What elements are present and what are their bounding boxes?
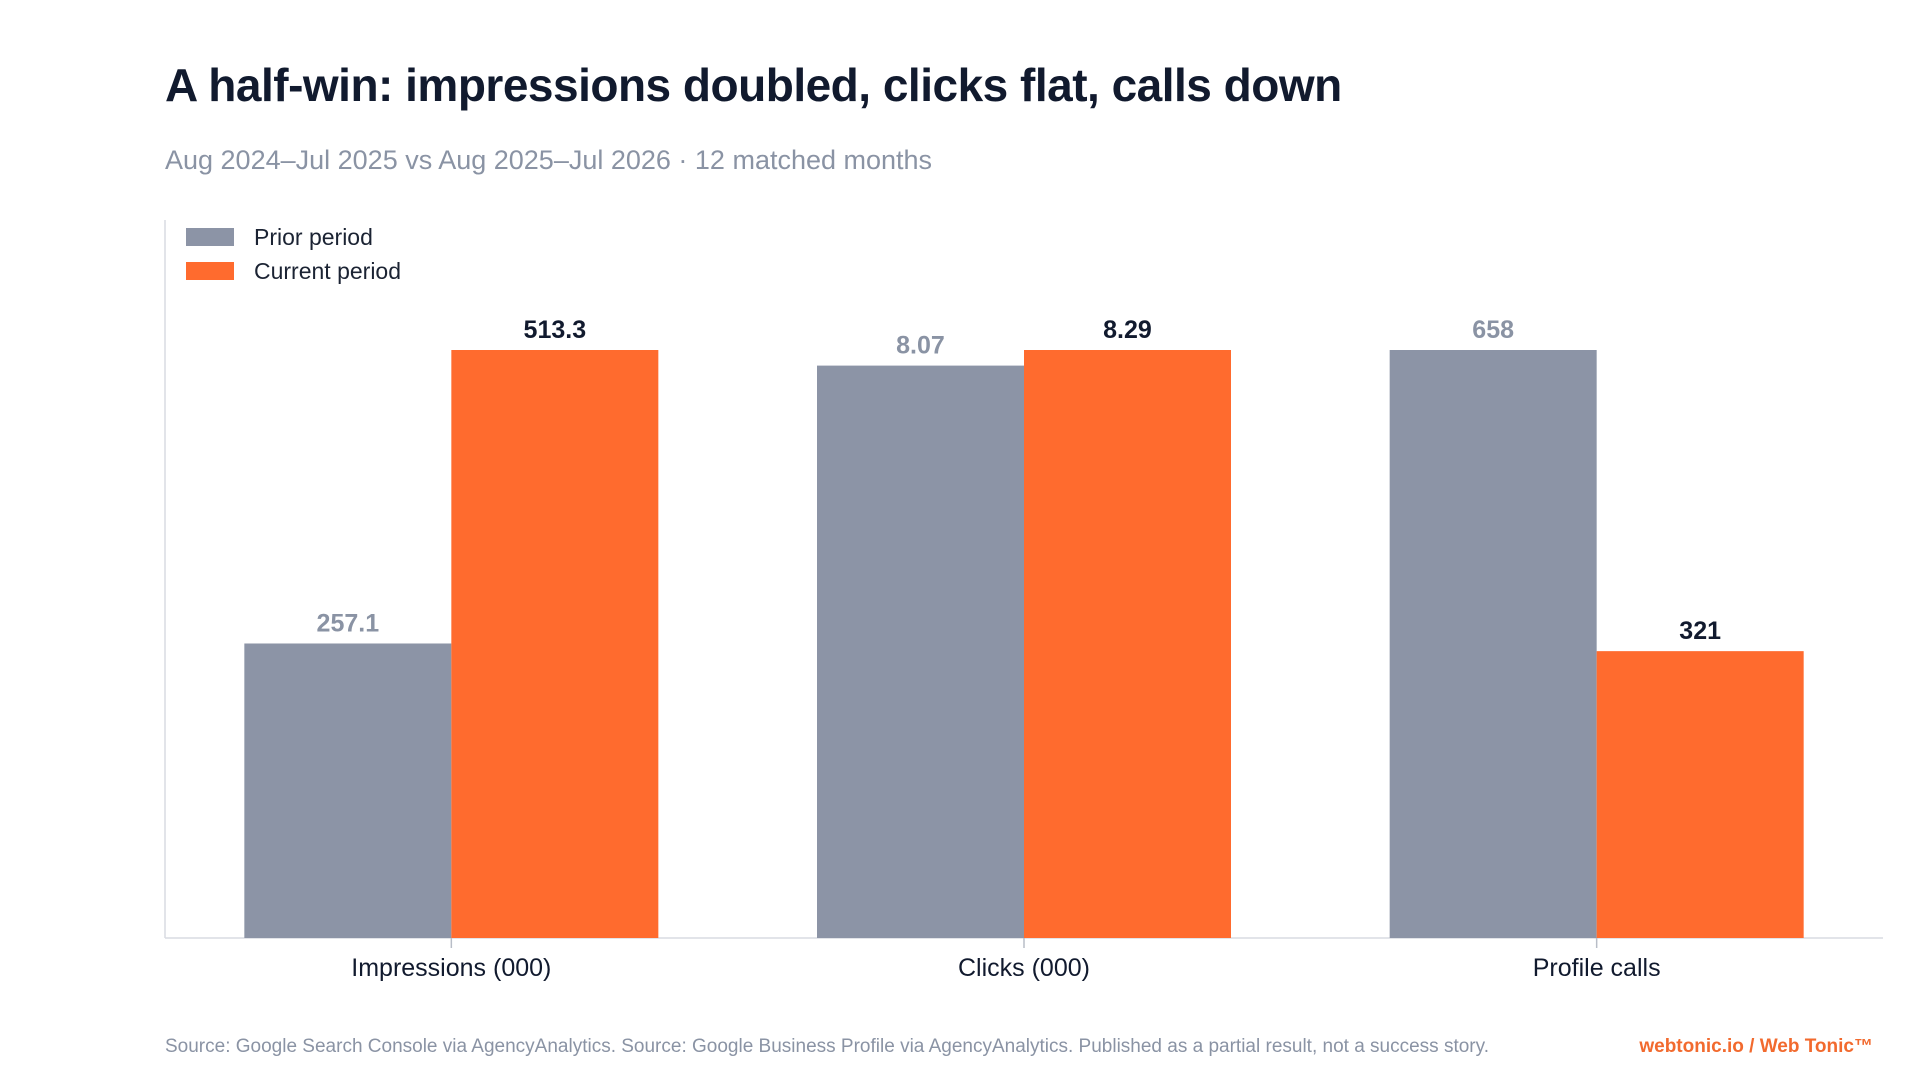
bar-prior-2	[1389, 350, 1597, 938]
data-label-current-1: 8.29	[1103, 316, 1152, 344]
bar-current-1	[1024, 350, 1231, 938]
legend-swatch-prior	[186, 228, 234, 246]
legend: Prior period Current period	[186, 220, 401, 288]
chart-title: A half-win: impressions doubled, clicks …	[165, 59, 1342, 111]
legend-item-prior: Prior period	[186, 220, 401, 254]
bar-prior-1	[817, 365, 1024, 938]
data-label-prior-2: 658	[1472, 316, 1514, 344]
legend-label-prior: Prior period	[254, 223, 373, 250]
bar-current-0	[451, 350, 659, 938]
x-tick-label-0: Impressions (000)	[351, 954, 551, 982]
x-tick-label-2: Profile calls	[1533, 954, 1661, 982]
data-label-current-0: 513.3	[524, 316, 587, 344]
source-note: Source: Google Search Console via Agency…	[165, 1036, 1489, 1057]
legend-label-current: Current period	[254, 257, 402, 284]
data-label-prior-0: 257.1	[317, 609, 380, 637]
brand-credit: webtonic.io / Web Tonic™	[1639, 1036, 1873, 1057]
legend-item-current: Current period	[186, 254, 401, 288]
bar-prior-0	[244, 643, 452, 938]
data-label-prior-1: 8.07	[896, 332, 945, 360]
bar-current-2	[1596, 651, 1804, 938]
chart-subtitle: Aug 2024–Jul 2025 vs Aug 2025–Jul 2026 ·…	[165, 145, 933, 175]
legend-swatch-current	[186, 262, 234, 280]
data-label-current-2: 321	[1679, 617, 1721, 645]
x-tick-label-1: Clicks (000)	[958, 954, 1090, 982]
